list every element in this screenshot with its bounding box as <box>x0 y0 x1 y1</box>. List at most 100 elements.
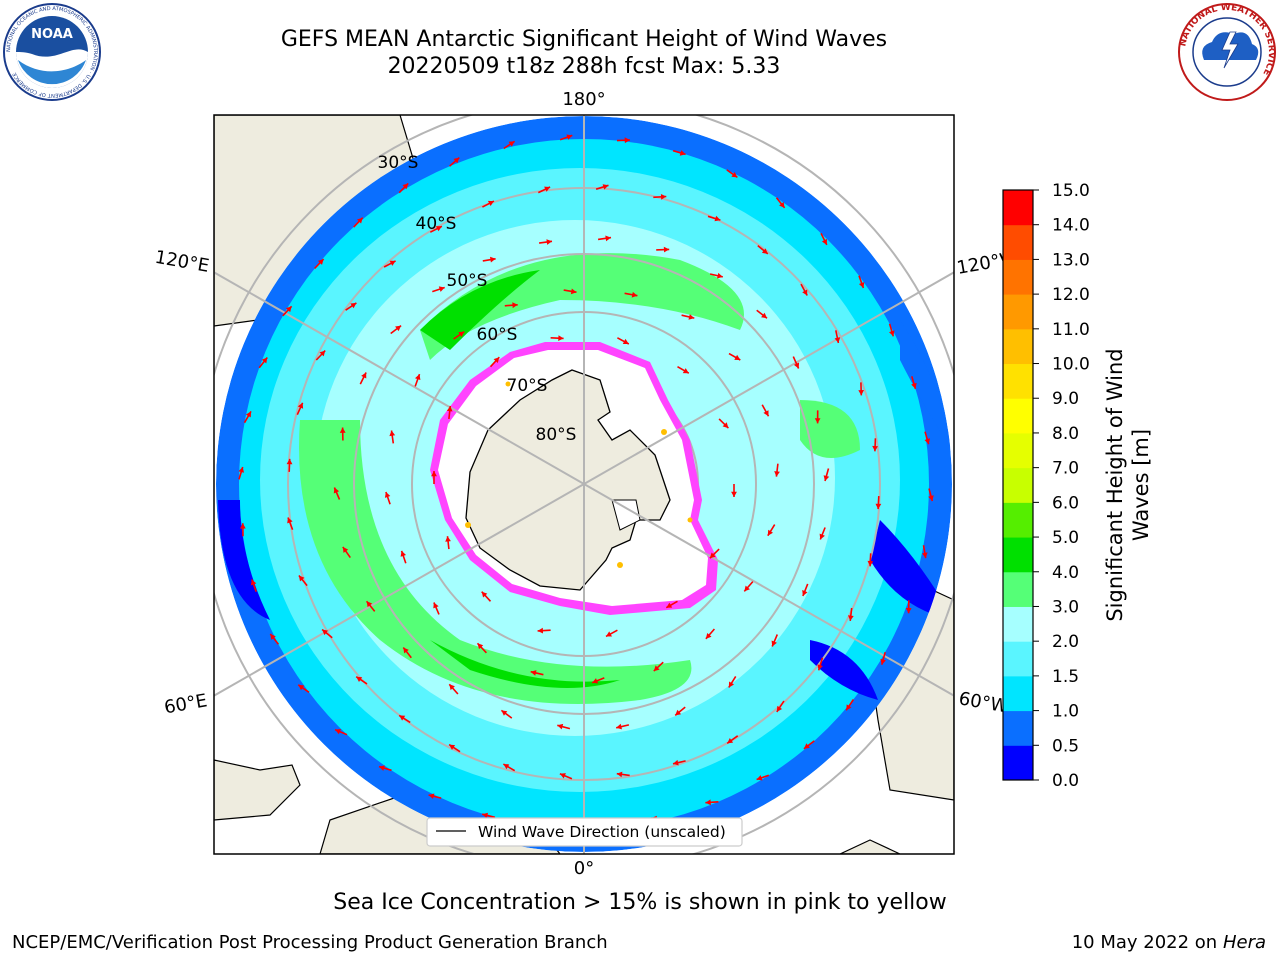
wind-wave-arrowhead <box>298 684 305 691</box>
wind-wave-arrowhead <box>666 602 673 608</box>
wind-wave-arrowhead <box>802 289 808 296</box>
wind-wave-arrowhead <box>342 546 349 553</box>
wind-wave-arrowhead <box>767 529 773 536</box>
wind-wave-arrowhead <box>238 467 244 473</box>
wind-wave-arrowhead <box>508 141 515 147</box>
wind-wave-arrowhead <box>379 765 385 771</box>
colorbar-tick-label: 12.0 <box>1052 285 1090 305</box>
colorbar-tick-label: 8.0 <box>1052 424 1079 444</box>
wind-wave-arrowhead <box>631 291 638 298</box>
footer-left: NCEP/EMC/Verification Post Processing Pr… <box>12 932 608 953</box>
wind-wave-arrowhead <box>446 406 453 412</box>
colorbar-swatch <box>1003 224 1033 260</box>
wind-wave-arrowhead <box>403 647 409 654</box>
wind-wave-arrowhead <box>570 288 577 295</box>
colorbar-swatch <box>1003 710 1033 746</box>
wind-wave-arrowhead <box>431 471 437 477</box>
colorbar-tick-label: 11.0 <box>1052 320 1090 340</box>
wind-wave-arrowhead <box>709 552 716 559</box>
footer-right: 10 May 2022 on Hera <box>1072 932 1266 953</box>
wind-wave-arrowhead <box>245 411 251 418</box>
wind-wave-arrowhead <box>734 354 741 360</box>
wind-wave-arrowhead <box>616 771 623 778</box>
wind-wave-arrowhead <box>389 430 396 437</box>
wind-wave-arrowhead <box>458 331 465 337</box>
wind-wave-arrowhead <box>624 137 630 144</box>
wind-wave-arrowhead <box>557 723 564 730</box>
wind-wave-arrowhead <box>622 338 629 344</box>
wind-wave-arrowhead <box>858 282 865 288</box>
colorbar-tick-label: 4.0 <box>1052 563 1079 583</box>
wind-wave-arrowhead <box>779 202 785 208</box>
wind-wave-arrowhead <box>559 773 566 779</box>
lat-label-80s: 80°S <box>536 425 577 445</box>
wind-wave-arrowhead <box>445 536 451 542</box>
colorbar-swatch <box>1003 363 1033 399</box>
lat-label-50s: 50°S <box>447 271 488 291</box>
colorbar-tick-label: 15.0 <box>1052 181 1090 201</box>
colorbar-tick-label: 2.0 <box>1052 632 1079 652</box>
wind-wave-arrowhead <box>449 684 455 691</box>
wind-wave-arrowhead <box>673 759 679 766</box>
wind-wave-arrowhead <box>880 658 886 665</box>
colorbar-swatch <box>1003 745 1033 781</box>
wind-wave-arrowhead <box>705 799 711 806</box>
wind-wave-arrowhead <box>714 215 721 222</box>
map-frame <box>213 114 955 855</box>
legend-label: Wind Wave Direction (unscaled) <box>478 823 726 841</box>
wind-wave-arrowhead <box>493 357 500 363</box>
wind-wave-arrowhead <box>366 601 373 608</box>
wind-wave-arrowhead <box>415 374 421 380</box>
wind-wave-arrowhead <box>731 172 738 178</box>
lon-label-60e: 60°E <box>163 690 209 718</box>
wind-wave-arrowhead <box>400 550 406 557</box>
colorbar-swatch <box>1003 432 1033 469</box>
wind-wave-arrowhead <box>501 710 508 716</box>
colorbar-swatch <box>1003 398 1033 434</box>
map-legend: Wind Wave Direction (unscaled) <box>426 817 743 847</box>
wind-wave-arrowhead <box>512 302 518 309</box>
wind-wave-arrowhead <box>705 633 712 639</box>
wind-wave-arrowhead <box>322 629 328 636</box>
wind-wave-arrowhead <box>821 238 827 245</box>
colorbar-tick-label: 10.0 <box>1052 355 1090 375</box>
wind-wave-arrowhead <box>297 402 304 409</box>
lon-label-0: 0° <box>574 858 594 879</box>
colorbar-swatch <box>1003 641 1033 677</box>
footer-host: Hera <box>1222 932 1266 953</box>
wind-wave-arrowhead <box>298 575 305 582</box>
colorbar-swatch <box>1003 294 1033 330</box>
wind-wave-arrowhead <box>771 640 777 647</box>
wind-wave-arrowhead <box>546 239 552 245</box>
wind-wave-arrowhead <box>487 200 494 206</box>
colorbar-swatch <box>1003 259 1033 295</box>
wind-wave-arrowhead <box>477 643 484 650</box>
colorbar-label: Significant Height of Wind Waves [m] <box>1103 348 1153 622</box>
wind-wave-arrowhead <box>717 272 723 279</box>
wind-wave-arrowhead <box>763 410 769 417</box>
wind-wave-arrowhead <box>606 631 612 637</box>
wind-wave-arrowhead <box>481 591 488 598</box>
wind-wave-arrowhead <box>663 246 670 253</box>
wind-wave-arrowhead <box>402 183 409 190</box>
wind-wave-arrowhead <box>848 615 854 621</box>
colorbar-tick-label: 1.0 <box>1052 702 1079 722</box>
colorbar-swatch <box>1003 467 1033 503</box>
wind-wave-arrowhead <box>240 523 246 529</box>
wind-wave-arrowhead <box>846 704 852 711</box>
wind-wave-arrowhead <box>361 372 367 379</box>
colorbar-swatch <box>1003 190 1033 226</box>
wind-wave-arrowhead <box>875 503 882 510</box>
lat-label-60s: 60°S <box>477 325 518 345</box>
wind-wave-arrowhead <box>592 678 599 684</box>
wind-wave-arrowhead <box>530 670 537 676</box>
colorbar-swatches <box>1003 190 1033 781</box>
wind-wave-arrows <box>238 134 934 830</box>
wind-wave-arrowhead <box>682 368 689 374</box>
lat-label-30s: 30°S <box>378 153 419 173</box>
map-subtitle: 20220509 t18z 288h fcst Max: 5.33 <box>387 54 781 79</box>
wind-wave-arrowhead <box>727 738 734 744</box>
wind-wave-arrowhead <box>761 312 767 319</box>
wind-wave-arrowhead <box>819 533 825 540</box>
